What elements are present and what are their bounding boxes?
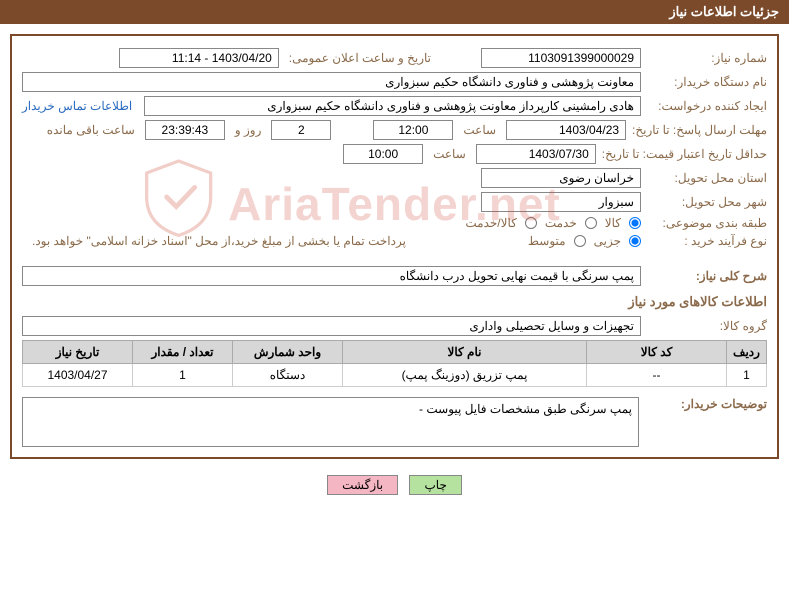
section-goods-info: اطلاعات کالاهای مورد نیاز [22, 294, 767, 310]
label-city: شهر محل تحویل: [647, 195, 767, 209]
label-goods-group: گروه کالا: [647, 319, 767, 333]
buyer-org-field: معاونت پژوهشی و فناوری دانشگاه حکیم سبزو… [22, 72, 641, 92]
label-creator: ایجاد کننده درخواست: [647, 99, 767, 113]
category-radio-group: کالا خدمت کالا/خدمت [461, 216, 641, 230]
th-rownum: ردیف [727, 341, 767, 364]
button-bar: چاپ بازگشت [0, 469, 789, 497]
label-time-1: ساعت [459, 123, 500, 137]
th-need-date: تاریخ نیاز [23, 341, 133, 364]
goods-group-field: تجهیزات و وسایل تحصیلی واداری [22, 316, 641, 336]
th-name: نام کالا [343, 341, 587, 364]
days-left: 2 [271, 120, 331, 140]
label-province: استان محل تحویل: [647, 171, 767, 185]
province-field: خراسان رضوی [481, 168, 641, 188]
table-header-row: ردیف کد کالا نام کالا واحد شمارش تعداد /… [23, 341, 767, 364]
label-remaining: ساعت باقی مانده [43, 123, 139, 137]
label-cat-goods: کالا [601, 216, 625, 230]
radio-goods[interactable] [629, 217, 641, 229]
reply-time: 12:00 [373, 120, 453, 140]
goods-table: ردیف کد کالا نام کالا واحد شمارش تعداد /… [22, 340, 767, 387]
radio-service[interactable] [585, 217, 597, 229]
label-proc-partial: جزیی [590, 234, 625, 248]
label-price-validity: حداقل تاریخ اعتبار قیمت: تا تاریخ: [602, 147, 767, 161]
cell-no: 1 [727, 364, 767, 387]
buyer-notes-box: پمپ سرنگی طبق مشخصات فایل پیوست - [22, 397, 639, 447]
general-desc-field: پمپ سرنگی با قیمت نهایی تحویل درب دانشگا… [22, 266, 641, 286]
label-process-type: نوع فرآیند خرید : [647, 234, 767, 248]
label-cat-service: خدمت [541, 216, 581, 230]
creator-field: هادی رامشینی کارپرداز معاونت پژوهشی و فن… [144, 96, 641, 116]
req-no-field: 1103091399000029 [481, 48, 641, 68]
radio-medium[interactable] [574, 235, 586, 247]
announce-datetime: 1403/04/20 - 11:14 [119, 48, 279, 68]
th-unit: واحد شمارش [233, 341, 343, 364]
time-left: 23:39:43 [145, 120, 225, 140]
back-button[interactable]: بازگشت [327, 475, 398, 495]
page-title: جزئیات اطلاعات نیاز [669, 4, 779, 19]
cell-qty: 1 [133, 364, 233, 387]
label-cat-both: کالا/خدمت [461, 216, 520, 230]
cell-unit: دستگاه [233, 364, 343, 387]
validity-date: 1403/07/30 [476, 144, 596, 164]
label-buyer-org: نام دستگاه خریدار: [647, 75, 767, 89]
cell-code: -- [587, 364, 727, 387]
process-radio-group: جزیی متوسط [524, 234, 641, 248]
details-panel: AriaTender.net شماره نیاز: 1103091399000… [10, 34, 779, 459]
th-qty: تعداد / مقدار [133, 341, 233, 364]
label-buyer-notes: توضیحات خریدار: [647, 397, 767, 411]
print-button[interactable]: چاپ [409, 475, 461, 495]
radio-both[interactable] [525, 217, 537, 229]
cell-need_date: 1403/04/27 [23, 364, 133, 387]
radio-partial[interactable] [629, 235, 641, 247]
label-proc-medium: متوسط [524, 234, 570, 248]
validity-time: 10:00 [343, 144, 423, 164]
label-category: طبقه بندی موضوعی: [647, 216, 767, 230]
label-reply-deadline: مهلت ارسال پاسخ: تا تاریخ: [632, 123, 767, 137]
label-req-no: شماره نیاز: [647, 51, 767, 65]
label-announce: تاریخ و ساعت اعلان عمومی: [285, 51, 435, 65]
label-days-and: روز و [231, 123, 266, 137]
reply-date: 1403/04/23 [506, 120, 626, 140]
th-code: کد کالا [587, 341, 727, 364]
label-time-2: ساعت [429, 147, 470, 161]
page-header: جزئیات اطلاعات نیاز [0, 0, 789, 24]
cell-name: پمپ تزریق (دوزینگ پمپ) [343, 364, 587, 387]
contact-buyer-link[interactable]: اطلاعات تماس خریدار [22, 99, 138, 113]
label-general-desc: شرح کلی نیاز: [647, 269, 767, 283]
city-field: سبزوار [481, 192, 641, 212]
treasury-note: پرداخت تمام یا بخشی از مبلغ خرید،از محل … [22, 234, 518, 248]
table-row: 1--پمپ تزریق (دوزینگ پمپ)دستگاه11403/04/… [23, 364, 767, 387]
